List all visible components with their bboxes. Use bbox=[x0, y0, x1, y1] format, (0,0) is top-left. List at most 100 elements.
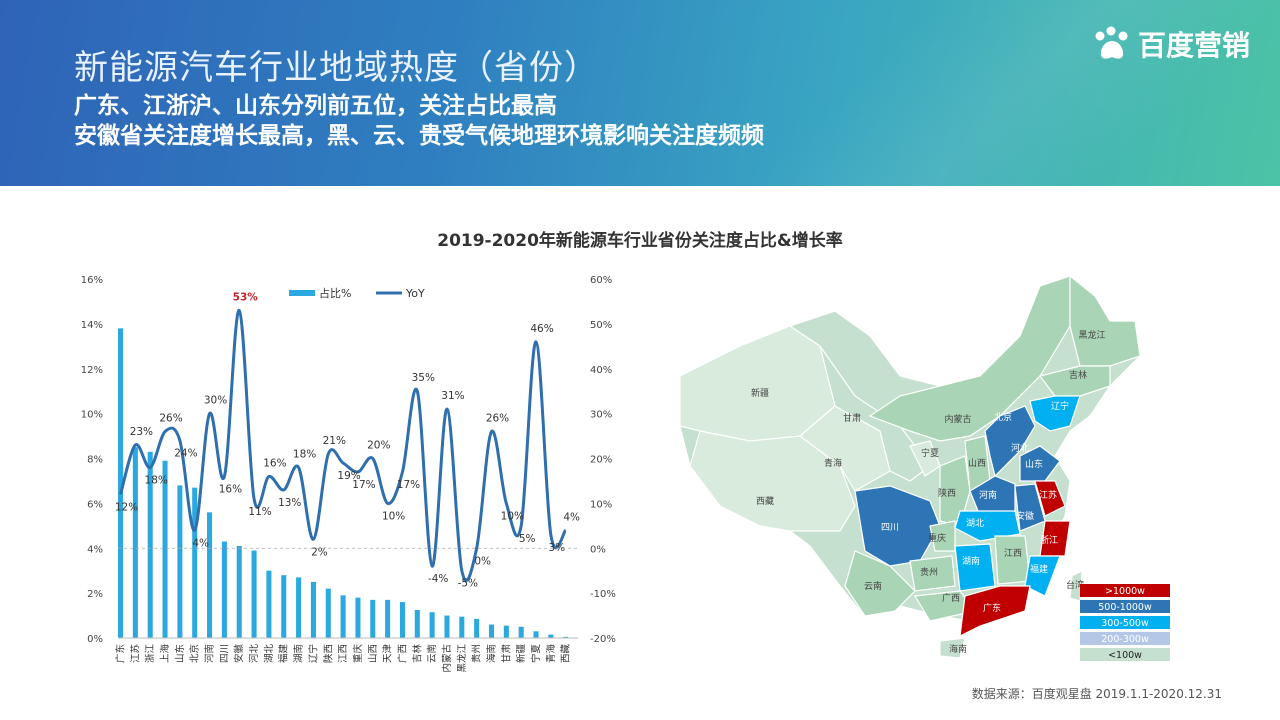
region-shandong[interactable] bbox=[1019, 445, 1061, 482]
yoy-data-label: 10% bbox=[382, 510, 405, 522]
map-region-label: 贵州 bbox=[920, 566, 938, 578]
category-label: 内蒙古 bbox=[441, 644, 453, 673]
category-label: 黑龙江 bbox=[456, 644, 468, 673]
map-region-label: 海南 bbox=[949, 643, 967, 655]
region-guangdong[interactable] bbox=[959, 585, 1031, 638]
map-region-label: 山西 bbox=[968, 458, 986, 469]
bar-share bbox=[177, 485, 183, 638]
region-jiangsu[interactable] bbox=[1034, 480, 1066, 517]
yoy-data-label: 30% bbox=[204, 395, 227, 407]
category-label: 重庆 bbox=[352, 644, 364, 664]
bar-share bbox=[147, 451, 153, 638]
bar-share bbox=[414, 609, 420, 638]
category-label: 青海 bbox=[545, 644, 557, 664]
yoy-data-label: 26% bbox=[486, 413, 509, 425]
map-legend-label: 200-300w bbox=[1101, 634, 1149, 645]
map-legend-label: 300-500w bbox=[1101, 618, 1149, 629]
bar-share bbox=[340, 595, 346, 638]
map-region-label: 新疆 bbox=[751, 387, 769, 399]
right-axis-tick: -10% bbox=[590, 589, 616, 600]
yoy-data-label: 16% bbox=[219, 483, 242, 495]
yoy-data-label: 10% bbox=[501, 510, 524, 522]
map-legend-label: >1000w bbox=[1105, 586, 1145, 597]
bar-share bbox=[118, 328, 124, 638]
bar-share bbox=[325, 588, 331, 638]
subtitle-line-2: 安徽省关注度增长最高，黑、云、贵受气候地理环境影响关注度频频 bbox=[74, 123, 764, 149]
map-region-label: 西藏 bbox=[756, 495, 774, 507]
region-hainan[interactable] bbox=[939, 637, 966, 659]
map-region-label: 辽宁 bbox=[1051, 400, 1069, 412]
category-label: 四川 bbox=[219, 644, 230, 663]
map-region-label: 福建 bbox=[1030, 563, 1048, 575]
chart-title: 2019-2020年新能源车行业省份关注度占比&增长率 bbox=[437, 231, 843, 251]
source-note: 数据来源：百度观星盘 2019.1.1-2020.12.31 bbox=[971, 687, 1222, 701]
region-guizhou[interactable] bbox=[909, 555, 956, 592]
yoy-data-label: -4% bbox=[428, 573, 448, 585]
paw-icon bbox=[1095, 26, 1128, 59]
yoy-data-label: 5% bbox=[519, 533, 536, 545]
region-zhejiang[interactable] bbox=[1039, 520, 1071, 557]
map-legend-swatch bbox=[1080, 632, 1170, 645]
logo-text: 百度营销 bbox=[1137, 29, 1250, 62]
left-axis-tick: 2% bbox=[87, 589, 103, 600]
subtitle-line-1: 广东、江浙沪、山东分列前五位，关注占比最高 bbox=[74, 93, 557, 119]
map-region-label: 宁夏 bbox=[921, 447, 939, 459]
region-yunnan[interactable] bbox=[844, 550, 916, 617]
bar-share bbox=[399, 602, 405, 638]
bar-share bbox=[488, 624, 495, 638]
category-label: 新疆 bbox=[515, 644, 527, 664]
category-label: 甘肃 bbox=[500, 644, 512, 663]
bar-share bbox=[355, 597, 361, 638]
category-label: 陕西 bbox=[322, 644, 334, 663]
bar-share bbox=[503, 625, 509, 638]
yoy-data-label: 2% bbox=[311, 546, 328, 558]
map-region-label: 河北 bbox=[1011, 442, 1029, 454]
region-xizang[interactable] bbox=[689, 430, 856, 532]
bar-share bbox=[548, 634, 554, 638]
category-label: 浙江 bbox=[144, 644, 156, 664]
region-xinjiang[interactable] bbox=[679, 325, 836, 442]
bar-share bbox=[207, 512, 213, 638]
yoy-data-label: 17% bbox=[397, 479, 420, 491]
yoy-data-label: 11% bbox=[248, 506, 271, 518]
category-label: 海南 bbox=[485, 644, 497, 663]
region-jiangxi[interactable] bbox=[994, 535, 1031, 585]
category-label: 安徽 bbox=[233, 644, 245, 664]
yoy-data-label: -5% bbox=[458, 578, 478, 590]
bar-share bbox=[132, 447, 138, 638]
right-axis-tick: 10% bbox=[590, 499, 612, 510]
bar-share bbox=[192, 487, 198, 638]
region-hunan[interactable] bbox=[954, 543, 996, 592]
yoy-data-label: 24% bbox=[174, 448, 197, 460]
region-liaoning[interactable] bbox=[1029, 395, 1081, 432]
left-axis-tick: 14% bbox=[81, 320, 103, 331]
yoy-line bbox=[119, 308, 568, 582]
map-region-label: 台湾 bbox=[1066, 579, 1084, 591]
map-legend-swatch bbox=[1080, 600, 1170, 613]
map-region-label: 重庆 bbox=[928, 532, 946, 544]
bar-share bbox=[251, 550, 257, 638]
region-fujian[interactable] bbox=[1024, 555, 1061, 597]
right-axis-tick: -20% bbox=[590, 634, 616, 645]
bar-share bbox=[385, 599, 391, 638]
region-shaanxi[interactable] bbox=[939, 455, 971, 527]
left-axis-tick: 4% bbox=[87, 544, 103, 555]
legend-label-bar: 占比% bbox=[319, 286, 351, 300]
region-heilongjiang[interactable] bbox=[1069, 274, 1141, 367]
map-legend-label: <100w bbox=[1108, 650, 1142, 661]
map-legend-swatch bbox=[1080, 584, 1170, 597]
left-axis-tick: 0% bbox=[87, 634, 103, 645]
category-label: 山西 bbox=[368, 644, 379, 663]
yoy-data-label: 12% bbox=[115, 501, 138, 513]
region-beijing-hebei[interactable] bbox=[984, 405, 1036, 478]
yoy-data-label: 18% bbox=[145, 474, 168, 486]
bar-share bbox=[370, 599, 376, 638]
right-axis-tick: 50% bbox=[590, 320, 612, 331]
region-sichuan[interactable] bbox=[854, 485, 941, 567]
header-banner: 新能源汽车行业地域热度（省份） 广东、江浙沪、山东分列前五位，关注占比最高 安徽… bbox=[0, 0, 1280, 186]
map-legend-swatch bbox=[1080, 616, 1170, 629]
category-label: 宁夏 bbox=[530, 644, 542, 664]
category-label: 江苏 bbox=[129, 644, 141, 664]
right-axis-tick: 40% bbox=[590, 365, 612, 376]
